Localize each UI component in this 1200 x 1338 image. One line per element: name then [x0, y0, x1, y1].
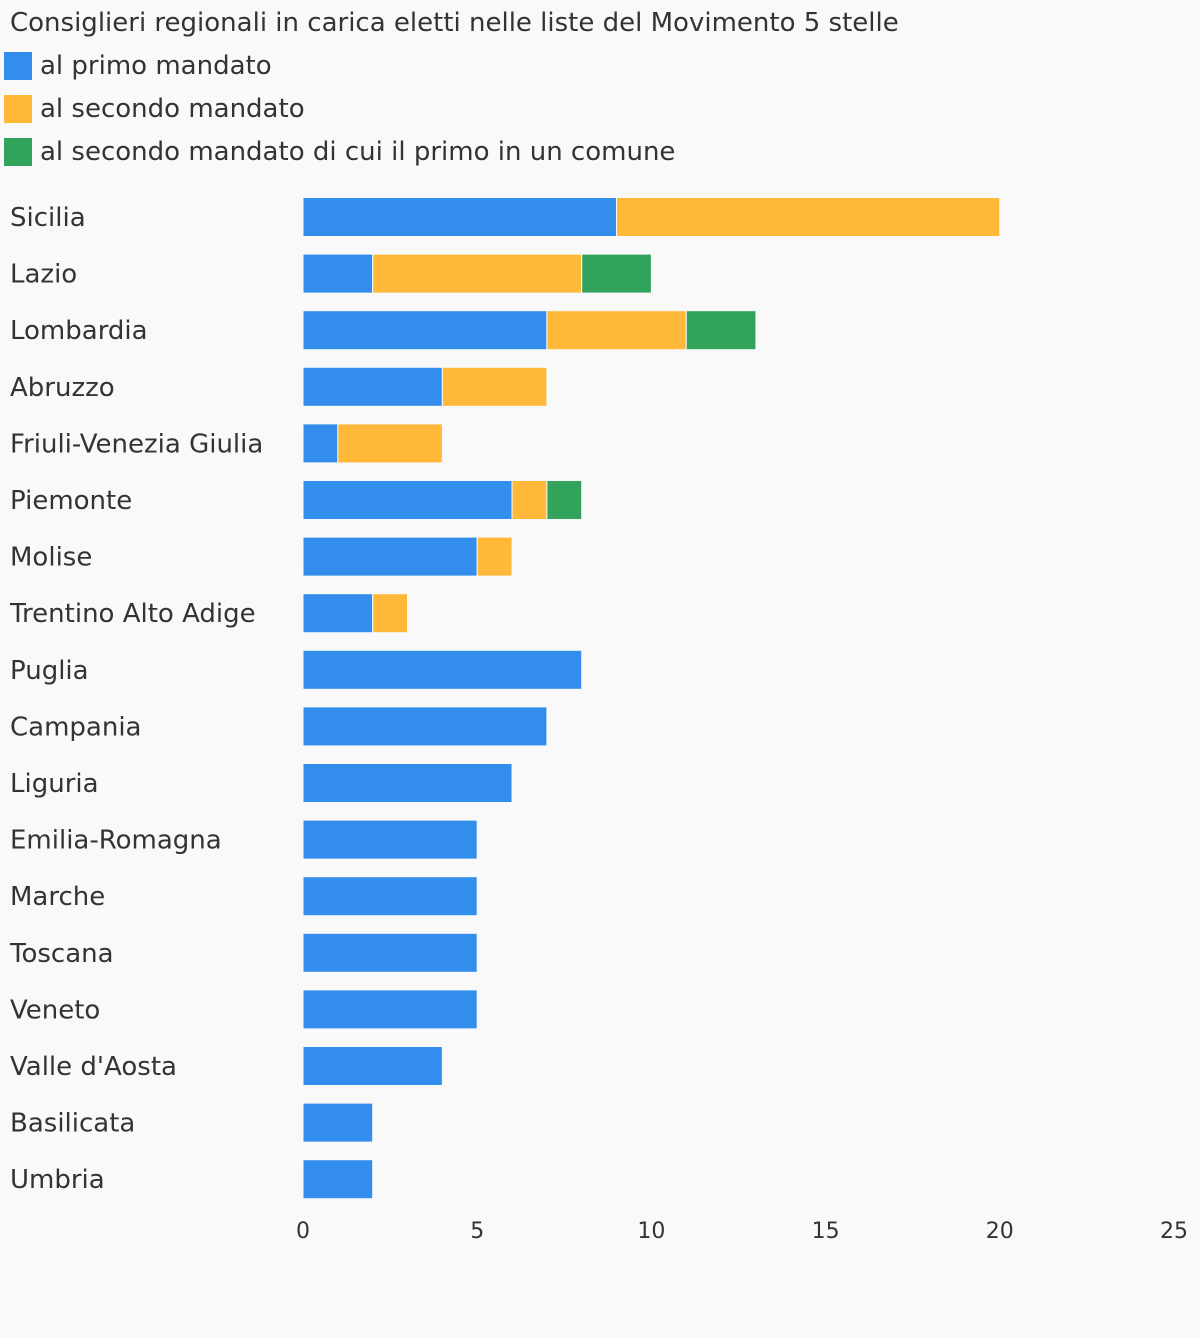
legend-label-secondo-mandato: al secondo mandato: [40, 94, 305, 124]
bar-trentino-alto-adige-secondo-mandato[interactable]: [372, 593, 409, 634]
bar-sicilia-secondo-mandato[interactable]: [616, 197, 1001, 237]
bar-lazio-secondo-mandato-comune[interactable]: [581, 253, 652, 294]
bar-molise-primo-mandato[interactable]: [302, 536, 478, 577]
bar-trentino-alto-adige-primo-mandato[interactable]: [302, 593, 374, 634]
x-tick-label-20: 20: [986, 1219, 1014, 1244]
bar-abruzzo-primo-mandato[interactable]: [302, 366, 443, 407]
legend-item-secondo-mandato-comune[interactable]: al secondo mandato di cui il primo in un…: [4, 138, 675, 166]
bar-lombardia-secondo-mandato-comune[interactable]: [685, 310, 757, 351]
bar-friuli-venezia-giulia-secondo-mandato[interactable]: [337, 423, 443, 464]
category-label-valle-d-aosta: Valle d'Aosta: [10, 1052, 177, 1082]
legend-label-secondo-mandato-comune: al secondo mandato di cui il primo in un…: [40, 137, 676, 167]
legend-item-primo-mandato[interactable]: al primo mandato: [4, 52, 272, 80]
bar-marche-primo-mandato[interactable]: [302, 876, 478, 917]
legend-swatch-primo-mandato: [4, 52, 32, 80]
bar-molise-secondo-mandato[interactable]: [476, 536, 513, 577]
x-tick-label-25: 25: [1160, 1219, 1188, 1244]
legend-swatch-secondo-mandato-comune: [4, 138, 32, 166]
bar-toscana-primo-mandato[interactable]: [302, 932, 478, 973]
bar-veneto-primo-mandato[interactable]: [302, 989, 478, 1030]
category-label-basilicata: Basilicata: [10, 1109, 135, 1139]
bar-lombardia-secondo-mandato[interactable]: [546, 310, 687, 351]
x-tick-label-5: 5: [470, 1219, 484, 1244]
bar-umbria-primo-mandato[interactable]: [302, 1159, 374, 1200]
legend-item-secondo-mandato[interactable]: al secondo mandato: [4, 95, 305, 123]
category-label-abruzzo: Abruzzo: [10, 373, 115, 403]
category-label-sicilia: Sicilia: [10, 203, 86, 233]
category-label-lazio: Lazio: [10, 260, 77, 290]
bar-liguria-primo-mandato[interactable]: [302, 763, 513, 803]
bar-piemonte-primo-mandato[interactable]: [302, 480, 513, 520]
bar-piemonte-secondo-mandato[interactable]: [511, 480, 548, 520]
bar-friuli-venezia-giulia-primo-mandato[interactable]: [302, 423, 339, 464]
bar-sicilia-primo-mandato[interactable]: [302, 197, 618, 237]
bar-basilicata-primo-mandato[interactable]: [302, 1102, 374, 1143]
category-label-piemonte: Piemonte: [10, 486, 132, 516]
legend-label-primo-mandato: al primo mandato: [40, 51, 272, 81]
chart-title: Consiglieri regionali in carica eletti n…: [10, 8, 899, 38]
bar-valle-d-aosta-primo-mandato[interactable]: [302, 1046, 443, 1086]
bar-campania-primo-mandato[interactable]: [302, 706, 548, 747]
category-label-umbria: Umbria: [10, 1165, 105, 1195]
bar-lazio-primo-mandato[interactable]: [302, 253, 374, 294]
category-label-toscana: Toscana: [9, 939, 114, 969]
bar-puglia-primo-mandato[interactable]: [302, 649, 583, 690]
x-tick-label-0: 0: [296, 1219, 310, 1244]
x-tick-label-10: 10: [637, 1219, 665, 1244]
category-label-friuli-venezia-giulia: Friuli-Venezia Giulia: [10, 429, 263, 459]
category-label-liguria: Liguria: [10, 769, 99, 799]
x-tick-label-15: 15: [812, 1219, 840, 1244]
category-label-marche: Marche: [10, 882, 105, 912]
bar-lazio-secondo-mandato[interactable]: [372, 253, 583, 294]
bar-emilia-romagna-primo-mandato[interactable]: [302, 819, 478, 860]
category-label-trentino-alto-adige: Trentino Alto Adige: [9, 599, 256, 629]
bar-lombardia-primo-mandato[interactable]: [302, 310, 548, 351]
bar-piemonte-secondo-mandato-comune[interactable]: [546, 480, 583, 520]
category-label-puglia: Puglia: [10, 656, 89, 686]
category-label-molise: Molise: [10, 543, 92, 573]
category-label-emilia-romagna: Emilia-Romagna: [10, 826, 222, 856]
category-label-campania: Campania: [10, 712, 142, 742]
category-label-veneto: Veneto: [10, 995, 100, 1025]
bar-abruzzo-secondo-mandato[interactable]: [441, 366, 548, 407]
legend-swatch-secondo-mandato: [4, 95, 32, 123]
category-label-lombardia: Lombardia: [10, 316, 148, 346]
